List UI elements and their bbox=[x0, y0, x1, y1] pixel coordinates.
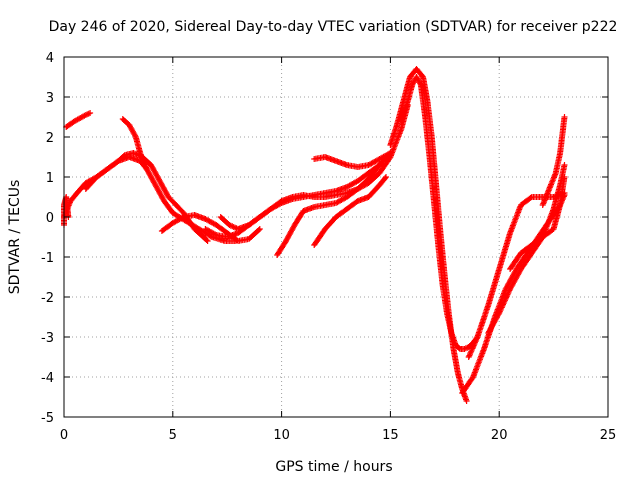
x-tick-label: 25 bbox=[600, 428, 617, 443]
series-track-g bbox=[217, 102, 411, 232]
data-points bbox=[61, 66, 568, 404]
x-tick-label: 0 bbox=[60, 428, 68, 443]
series-track-h bbox=[274, 162, 383, 258]
plot-frame bbox=[63, 56, 609, 418]
point-markers bbox=[465, 190, 568, 360]
y-tick-label: -2 bbox=[41, 291, 54, 306]
point-markers bbox=[398, 74, 481, 352]
y-tick-label: -5 bbox=[41, 411, 54, 426]
series-track-q bbox=[539, 114, 568, 208]
series-track-j bbox=[311, 150, 394, 170]
series-track-p bbox=[507, 174, 568, 272]
series-track-o bbox=[485, 162, 568, 336]
series-track-n bbox=[465, 190, 568, 360]
y-tick-label: 3 bbox=[46, 91, 54, 106]
axis-ticks: 0 5 10 15 20 25 -5 -4 -3 -2 -1 0 1 2 3 4 bbox=[41, 51, 616, 443]
point-markers bbox=[217, 102, 411, 232]
x-axis-label: GPS time / hours bbox=[275, 459, 392, 475]
point-markers bbox=[311, 150, 394, 170]
x-tick-label: 20 bbox=[491, 428, 508, 443]
y-tick-label: 1 bbox=[46, 171, 54, 186]
point-markers bbox=[311, 174, 389, 248]
x-tick-label: 5 bbox=[169, 428, 177, 443]
point-markers bbox=[539, 114, 568, 208]
series-track-l bbox=[398, 74, 481, 352]
y-tick-label: 4 bbox=[46, 51, 54, 66]
y-tick-label: -1 bbox=[41, 251, 54, 266]
series-track-b bbox=[63, 110, 94, 130]
point-markers bbox=[63, 110, 94, 130]
y-tick-label: 0 bbox=[46, 211, 54, 226]
y-axis-label: SDTVAR / TECUs bbox=[7, 180, 23, 295]
point-markers bbox=[507, 174, 568, 272]
x-tick-label: 15 bbox=[382, 428, 399, 443]
chart-title: Day 246 of 2020, Sidereal Day-to-day VTE… bbox=[49, 19, 618, 35]
x-tick-label: 10 bbox=[273, 428, 290, 443]
y-tick-label: -4 bbox=[41, 371, 54, 386]
series-track-i bbox=[311, 174, 389, 248]
y-tick-label: 2 bbox=[46, 131, 54, 146]
point-markers bbox=[485, 162, 568, 336]
y-tick-label: -3 bbox=[41, 331, 54, 346]
point-markers bbox=[274, 162, 383, 258]
